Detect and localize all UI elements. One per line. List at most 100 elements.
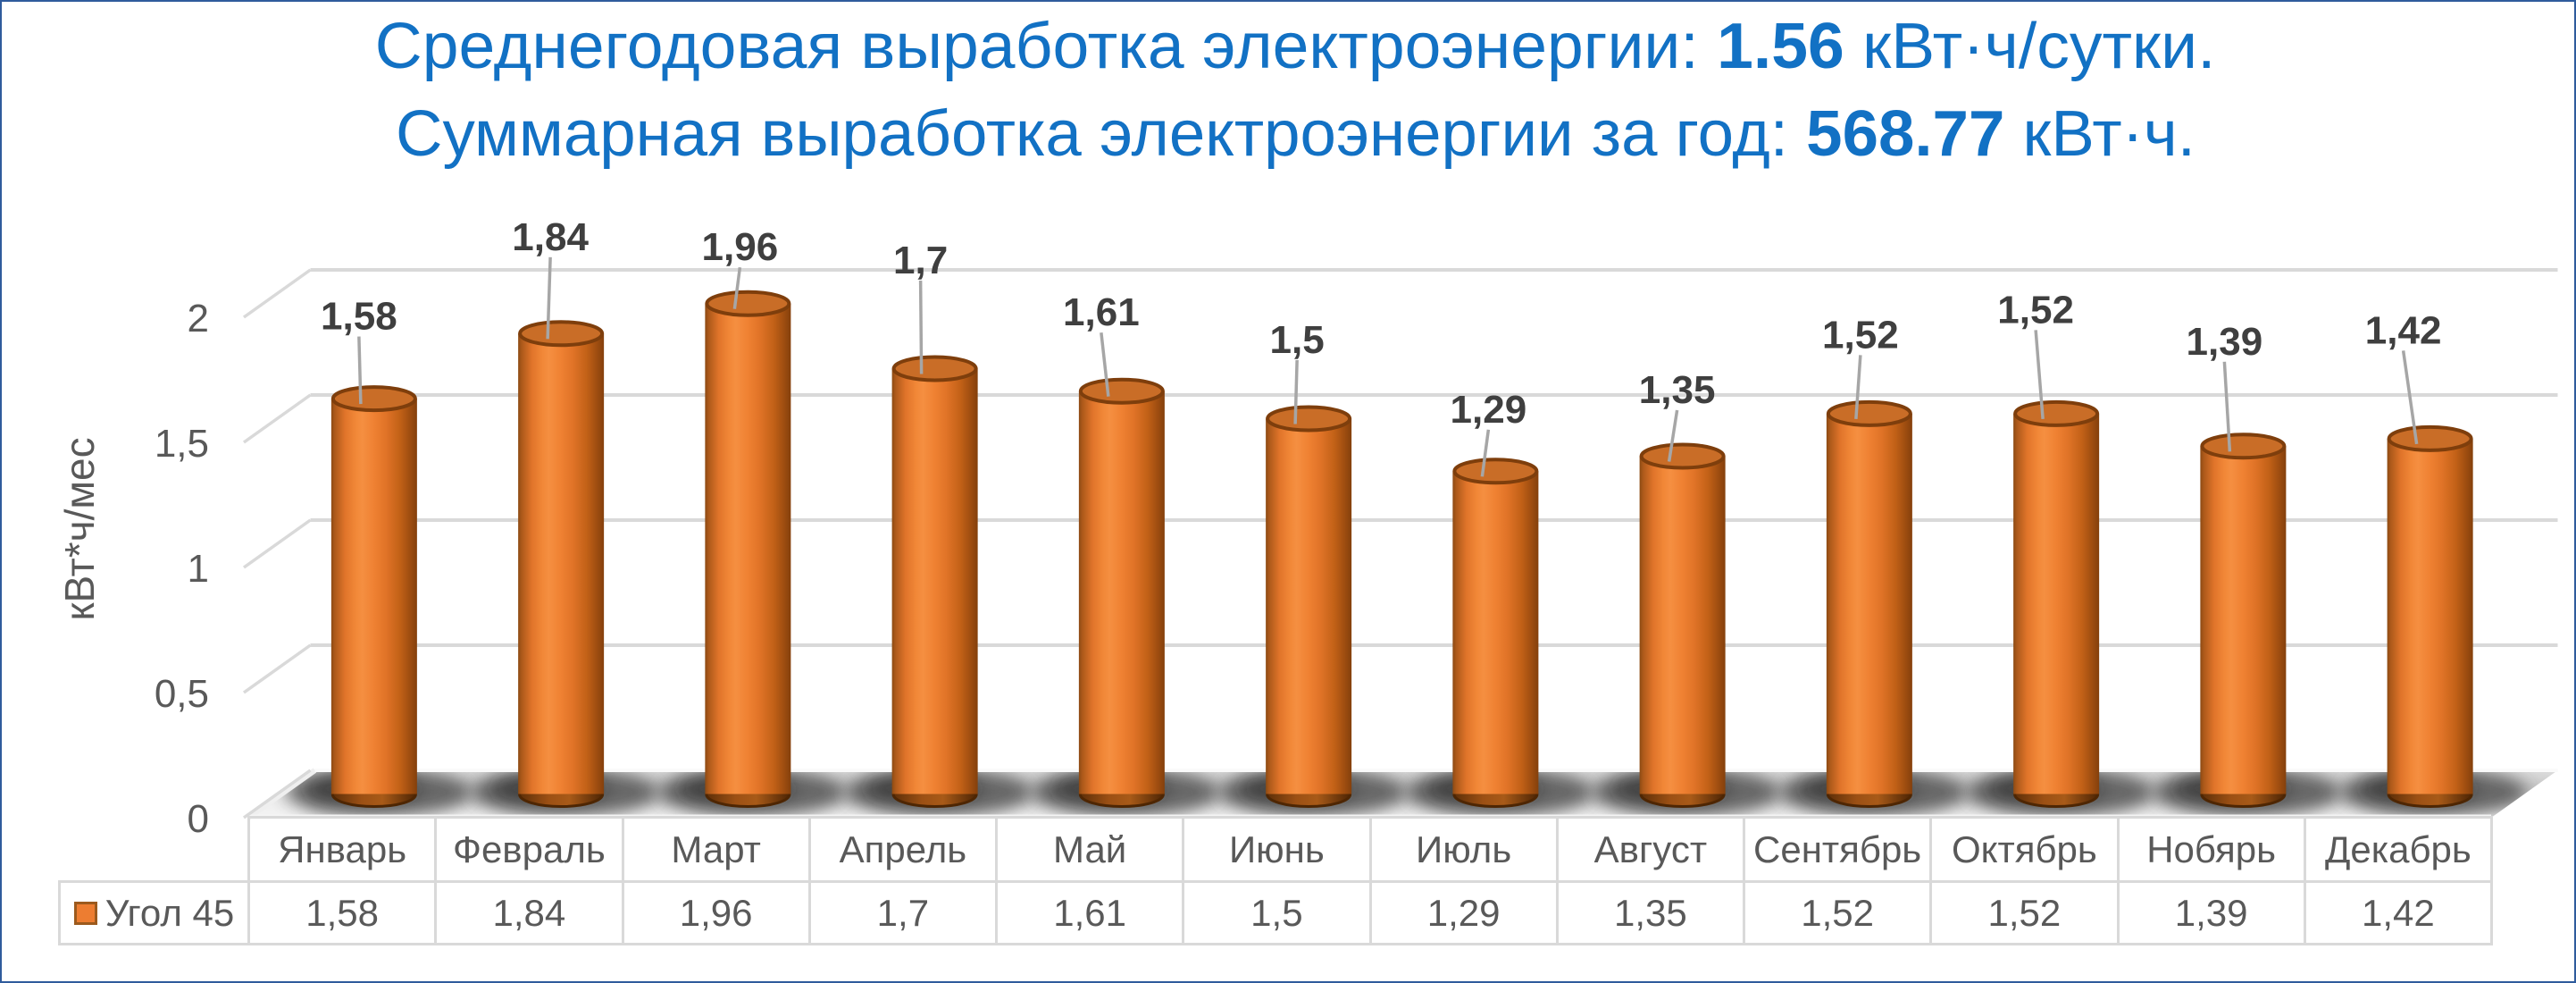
value-cell: 1,52 — [1929, 880, 2120, 945]
gridline-side — [242, 643, 312, 694]
data-label: 1,39 — [2187, 320, 2263, 364]
leader-lines — [357, 256, 2419, 477]
gridline-side — [242, 769, 312, 819]
value-cell: 1,7 — [807, 880, 999, 945]
cylinder-top — [1639, 442, 1726, 470]
title-line2-value: 568.77 — [1805, 97, 2004, 170]
chart-title-line1: Среднегодовая выработка электроэнергии: … — [7, 4, 2574, 91]
category-cell: Октябрь — [1929, 816, 2120, 883]
bars — [330, 290, 2473, 808]
cylinder-bar — [330, 385, 417, 808]
category-cell: Март — [621, 816, 811, 883]
category-cell: Сентябрь — [1742, 816, 1933, 883]
value-row: Угол 45 1,58 1,84 1,96 1,7 1,61 1,5 1,29 1,35 1,… — [58, 880, 2494, 945]
data-label: 1,7 — [893, 239, 948, 282]
data-table: Январь Февраль Март Апрель Май Июнь Июль Август… — [58, 816, 2494, 945]
gridline-side — [242, 393, 312, 444]
category-cell: Январь — [247, 816, 438, 883]
leader-line — [357, 336, 363, 405]
cylinder-bar — [2387, 424, 2473, 808]
y-tick-label: 1,5 — [155, 422, 209, 466]
value-cell: 1,96 — [621, 880, 811, 945]
leader-line — [1293, 359, 1299, 424]
floor-left-bevel — [247, 768, 317, 820]
cylinder-body — [1639, 456, 1726, 794]
leader-line — [1480, 429, 1491, 477]
cylinder-body — [2013, 413, 2100, 794]
cylinder-top — [2200, 433, 2287, 460]
category-cell: Июль — [1368, 816, 1559, 883]
y-tick-label: 1 — [188, 547, 209, 591]
cylinder-top — [1266, 405, 1352, 433]
cylinder-top — [1078, 377, 1165, 405]
category-cell: Февраль — [434, 816, 624, 883]
cylinder-bar — [1826, 399, 1912, 808]
value-cell: 1,5 — [1182, 880, 1372, 945]
cylinder-bar — [518, 320, 605, 808]
data-labels: 1,58 1,84 1,96 1,7 1,61 1,5 1,29 1,35 1,52 1,52 1,… — [321, 215, 2441, 432]
cylinder-bar — [1266, 405, 1352, 808]
title-line1-text: Среднегодовая выработка электроэнергии: — [374, 11, 1718, 82]
gridline-side — [242, 518, 312, 569]
category-cell: Июнь — [1182, 816, 1372, 883]
y-axis-tick-labels: 0 0,5 1 1,5 2 — [155, 297, 209, 841]
cylinder-body — [518, 333, 605, 794]
chart-title-line2: Суммарная выработка электроэнергии за го… — [7, 91, 2574, 179]
data-label: 1,52 — [1822, 313, 1899, 357]
data-label: 1,29 — [1451, 388, 1527, 432]
cylinder-body — [1078, 391, 1165, 794]
title-line2-text: Суммарная выработка электроэнергии за го… — [395, 97, 1806, 170]
data-label: 1,58 — [321, 295, 397, 339]
cylinder-top — [891, 355, 978, 382]
y-tick-label: 0,5 — [155, 672, 209, 716]
data-label: 1,61 — [1063, 290, 1140, 334]
cylinder-bar — [1639, 442, 1726, 808]
legend-series-name: Угол 45 — [105, 891, 235, 934]
leader-line — [1100, 332, 1110, 397]
table-corner-cell — [60, 818, 249, 882]
cylinder-body — [1266, 418, 1352, 794]
category-cell: Апрель — [807, 816, 999, 883]
cylinder-top — [705, 290, 791, 317]
leader-line — [546, 256, 552, 340]
cylinder-body — [891, 368, 978, 794]
value-cell: 1,42 — [2303, 880, 2494, 945]
cylinder-top — [2013, 399, 2100, 427]
data-label: 1,35 — [1639, 368, 1716, 412]
cylinder-top — [330, 385, 417, 413]
leader-line — [2034, 330, 2045, 420]
category-cell: Декабрь — [2303, 816, 2494, 883]
value-cell: 1,84 — [434, 880, 624, 945]
category-row: Январь Февраль Март Апрель Май Июнь Июль Август… — [60, 816, 2494, 883]
legend-key-swatch — [73, 901, 97, 925]
y-axis-title: кВт*ч/мес — [56, 437, 103, 620]
cylinder-bar — [1078, 377, 1165, 808]
value-cell: 1,58 — [247, 880, 438, 945]
cylinder-body — [2200, 446, 2287, 794]
chart-title: Среднегодовая выработка электроэнергии: … — [7, 4, 2574, 179]
leader-line — [2222, 361, 2232, 452]
leader-line — [918, 280, 924, 374]
title-line1-value: 1.56 — [1717, 11, 1844, 82]
value-cell: 1,35 — [1555, 880, 1746, 945]
title-line1-units: кВт·ч/сутки. — [1844, 11, 2216, 82]
data-label: 1,84 — [512, 215, 589, 259]
cylinder-top — [518, 320, 605, 348]
leader-line — [1667, 409, 1679, 462]
leader-line — [1854, 355, 1862, 420]
cylinder-top — [1826, 399, 1912, 427]
cylinder-body — [2387, 438, 2473, 794]
cylinder-body — [705, 303, 791, 794]
y-tick-label: 0 — [188, 797, 209, 841]
data-label: 1,5 — [1270, 318, 1325, 362]
gridline-side — [242, 268, 312, 319]
data-label: 1,42 — [2365, 308, 2442, 352]
leader-line — [732, 266, 742, 309]
cylinder-bar — [2013, 399, 2100, 808]
category-cell: Нобярь — [2116, 816, 2306, 883]
value-cell: 1,52 — [1742, 880, 1933, 945]
cylinder-body — [1826, 413, 1912, 794]
cylinder-body — [1452, 471, 1539, 794]
